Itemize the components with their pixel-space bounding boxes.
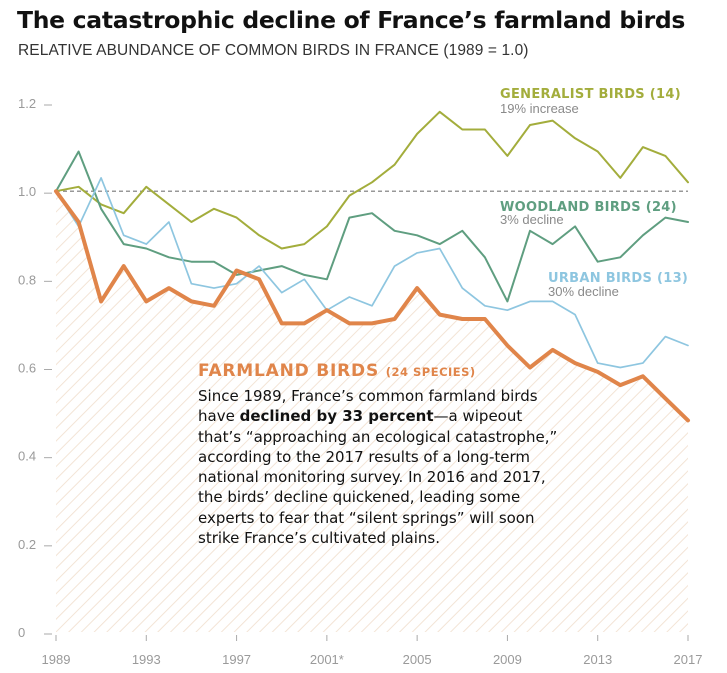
y-tick-label: 0	[18, 625, 25, 640]
farmland-annotation-text: Since 1989, France’s common farmland bir…	[198, 386, 570, 548]
y-tick-label: 0.8	[18, 272, 36, 287]
series-labels-layer: GENERALIST BIRDS (14) 19% increase WOODL…	[500, 87, 688, 299]
annotation-text-part-2: —a wipeout that’s “approaching an ecolog…	[198, 407, 558, 548]
woodland-series-note: 3% decline	[500, 212, 564, 227]
x-tick-label: 2005	[403, 652, 432, 667]
chart-subtitle: RELATIVE ABUNDANCE OF COMMON BIRDS IN FR…	[18, 42, 529, 59]
farmland-hatched-area	[56, 191, 688, 632]
urban-series-line	[55, 177, 689, 369]
woodland-series-label: WOODLAND BIRDS (24)	[500, 200, 677, 215]
farmland-heading-species-count: (24 SPECIES)	[385, 365, 476, 379]
x-tick-label: 1993	[132, 652, 161, 667]
chart-title: The catastrophic decline of France’s far…	[17, 6, 686, 34]
x-tick-label: 2001*	[310, 652, 344, 667]
annotation-text-part-1: Since 1989, France’s common farmland bir…	[198, 387, 538, 426]
y-tick-label: 0.6	[18, 361, 36, 376]
x-tick-label: 1989	[42, 652, 71, 667]
generalist-series-note: 19% increase	[500, 101, 579, 116]
farmland-area-layer	[56, 191, 688, 632]
generalist-series-label: GENERALIST BIRDS (14)	[500, 87, 681, 102]
annotation-text-highlight: declined by 33 percent	[239, 407, 434, 426]
urban-series-note: 30% decline	[548, 284, 619, 299]
x-tick-label: 2009	[493, 652, 522, 667]
x-tick-label: 2013	[583, 652, 612, 667]
y-tick-label: 1.2	[18, 96, 36, 111]
urban-series-label: URBAN BIRDS (13)	[548, 271, 688, 286]
y-tick-label: 0.2	[18, 537, 36, 552]
x-tick-label: 1997	[222, 652, 251, 667]
axes-layer: 0 0.2 0.4 0.6 0.8 1.0 1.2 1989 1993 1997 2001* 2005…	[18, 96, 702, 667]
x-tick-label: 2017	[674, 652, 703, 667]
y-tick-label: 1.0	[18, 184, 36, 199]
farmland-heading-text: FARMLAND BIRDS	[198, 361, 380, 381]
generalist-series-line	[55, 110, 689, 250]
farmland-annotation-heading: FARMLAND BIRDS (24 SPECIES)	[198, 361, 476, 381]
series-lines-layer	[54, 110, 690, 423]
farmland-series-line	[54, 189, 690, 423]
y-tick-label: 0.4	[18, 449, 36, 464]
woodland-series-line	[55, 150, 689, 303]
